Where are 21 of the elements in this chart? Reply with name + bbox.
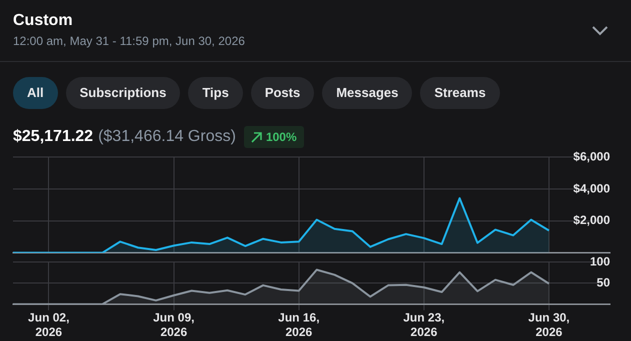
y-tick-label: 50: [596, 276, 610, 290]
text: Subscriptions: [66, 77, 180, 109]
chart-subtitle: 12:00 am, May 31 - 11:59 pm, Jun 30, 2026: [13, 34, 245, 48]
y-tick-label: $2,000: [573, 213, 610, 228]
text: ($31,466.14 Gross): [98, 128, 236, 146]
text: Messages: [322, 77, 412, 109]
y-tick-label: $4,000: [573, 181, 610, 196]
text: Tips: [188, 77, 243, 109]
x-tick-label: Jun 02, 2026: [28, 310, 70, 340]
text: Streams: [420, 77, 500, 109]
chart-title: Custom: [13, 12, 73, 30]
text: Posts: [250, 77, 314, 109]
x-tick-label: Jun 09, 2026: [153, 310, 194, 340]
x-tick-label: Jun 16, 2026: [278, 310, 320, 340]
y-tick-label: $6,000: [573, 150, 610, 164]
x-tick-label: Jun 23, 2026: [403, 310, 445, 340]
text: $25,171.22: [13, 128, 94, 146]
x-tick-label: Jun 30, 2026: [528, 310, 570, 340]
text: All: [13, 77, 58, 109]
y-tick-label: 100: [590, 254, 610, 269]
text: 100%: [266, 130, 297, 144]
